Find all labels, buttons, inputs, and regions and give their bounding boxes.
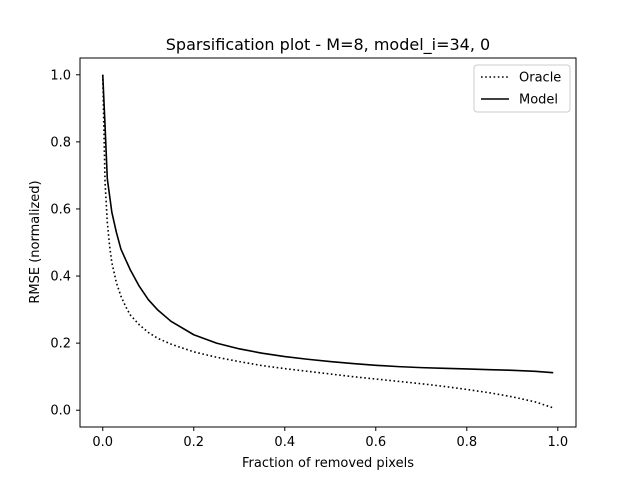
y-tick-label: 0.6 bbox=[50, 202, 71, 217]
y-tick-label: 0.4 bbox=[50, 270, 71, 285]
axes-frame bbox=[79, 57, 577, 428]
x-tick-label: 0.0 bbox=[92, 435, 113, 450]
y-tick-label: 0.2 bbox=[50, 337, 71, 352]
x-axis-title: Fraction of removed pixels bbox=[242, 456, 414, 471]
series-line-oracle bbox=[101, 74, 554, 409]
legend: Oracle Model bbox=[473, 64, 571, 113]
legend-label-oracle: Oracle bbox=[519, 71, 561, 86]
series-line-model bbox=[101, 74, 554, 374]
x-tick-label: 0.2 bbox=[183, 435, 204, 450]
y-axis-title: RMSE (normalized) bbox=[28, 180, 43, 303]
chart-title: Sparsification plot - M=8, model_i=34, 0 bbox=[166, 35, 490, 55]
y-tick-label: 0.0 bbox=[50, 404, 71, 419]
legend-label-model: Model bbox=[519, 93, 558, 108]
x-tick-label: 0.8 bbox=[456, 435, 477, 450]
y-tick-label: 1.0 bbox=[50, 68, 71, 83]
x-tick-label: 1.0 bbox=[547, 435, 568, 450]
x-tick-label: 0.6 bbox=[365, 435, 386, 450]
x-tick-label: 0.4 bbox=[274, 435, 295, 450]
y-tick-label: 0.8 bbox=[50, 135, 71, 150]
axes: 0.0 0.2 0.4 0.6 0.8 1.0 0.0 0.2 0.4 0.6 0.8 1.0 bbox=[50, 57, 577, 450]
plot-area bbox=[101, 74, 554, 409]
